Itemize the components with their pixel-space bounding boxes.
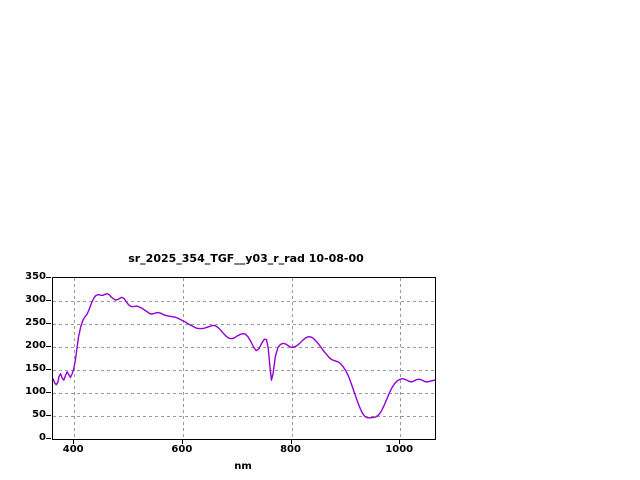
spectrum-line (53, 292, 435, 419)
y-tick-mark (46, 346, 51, 347)
x-tick-label: 800 (280, 444, 301, 455)
y-tick-label: 300 (25, 294, 46, 305)
x-axis-tick-labels: 400 600 800 1000 (52, 444, 434, 458)
series-radiance (53, 292, 435, 419)
y-tick-label: 100 (25, 386, 46, 397)
x-tick-mark (73, 439, 74, 444)
y-tick-mark (46, 392, 51, 393)
y-tick-label: 350 (25, 271, 46, 282)
y-tick-label: 250 (25, 317, 46, 328)
y-tick-mark (46, 277, 51, 278)
y-tick-label: 0 (39, 432, 46, 443)
y-tick-label: 150 (25, 363, 46, 374)
x-tick-mark (291, 439, 292, 444)
y-tick-mark (46, 300, 51, 301)
page-title: sr_2025_354_TGF__y03_r_rad 10-08-00 (128, 252, 364, 265)
grid-lines (53, 278, 435, 439)
y-tick-label: 200 (25, 340, 46, 351)
y-tick-mark (46, 415, 51, 416)
y-tick-mark (46, 323, 51, 324)
x-tick-label: 400 (62, 444, 84, 455)
plot-inner (53, 278, 435, 439)
x-tick-mark (182, 439, 183, 444)
y-axis-tick-labels: 350 300 250 200 150 100 50 0 (0, 272, 51, 443)
x-axis-label: nm (234, 461, 252, 472)
x-tick-label: 1000 (385, 444, 414, 455)
y-tick-mark (46, 438, 51, 439)
y-tick-mark (46, 369, 51, 370)
y-tick-label: 50 (32, 409, 46, 420)
plot-area (52, 277, 436, 440)
x-tick-mark (399, 439, 400, 444)
x-axis-tick-marks (52, 439, 434, 445)
x-tick-label: 600 (171, 444, 193, 455)
